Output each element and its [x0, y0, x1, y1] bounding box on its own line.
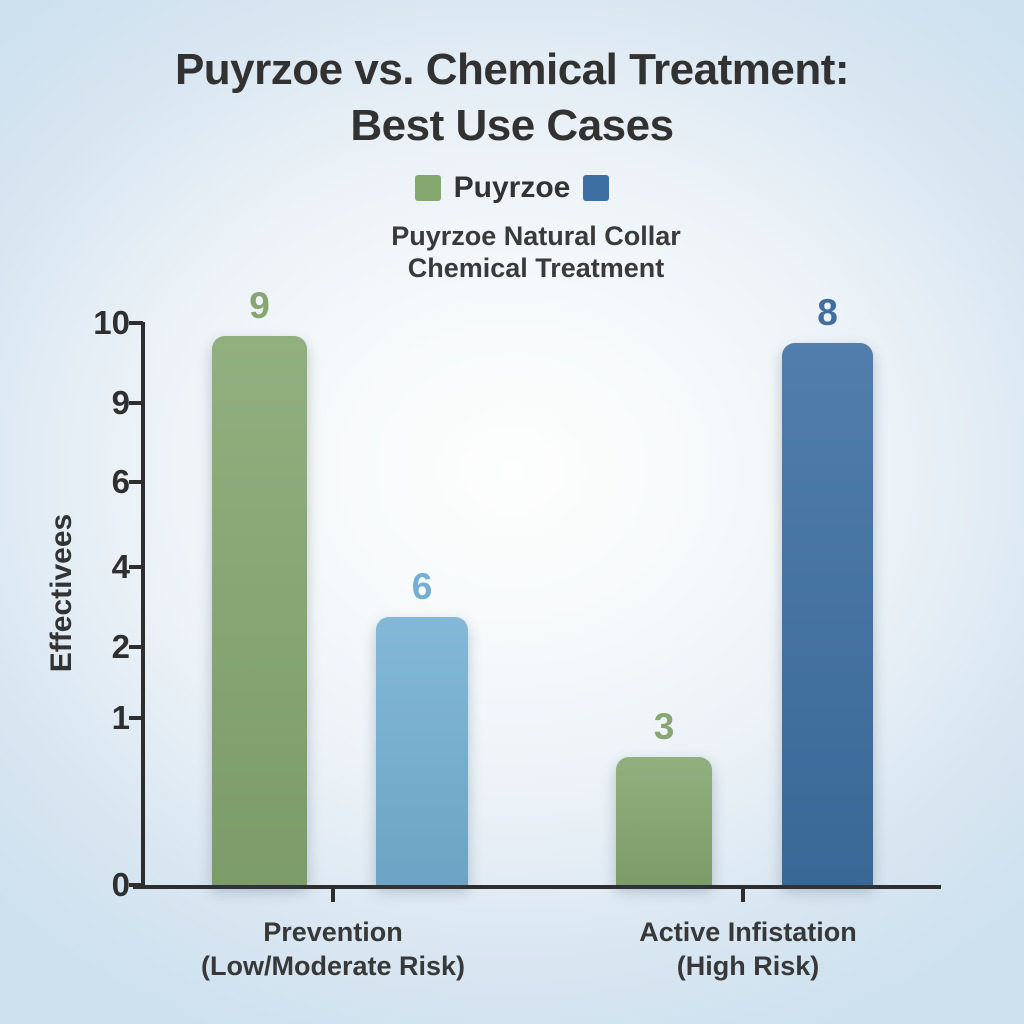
chart-title-line1: Puyrzoe vs. Chemical Treatment:: [174, 45, 850, 94]
bar-value-8: [782, 343, 873, 885]
y-tick-label-0: 0: [111, 866, 130, 903]
y-tick-mark: [129, 321, 143, 325]
bar-data-label: 6: [411, 566, 433, 607]
y-tick-label-10: 10: [93, 304, 130, 341]
legend-label: Puyrzoe: [453, 171, 571, 204]
subtitle-line2: Chemical Treatment: [407, 253, 665, 283]
bar-value-9: [212, 336, 307, 885]
y-tick-mark: [129, 645, 143, 649]
legend: Puyrzoe: [0, 171, 1024, 205]
bar-data-label: 9: [249, 285, 270, 326]
x-axis-line: [133, 885, 941, 889]
category-label-active-infistation: Active Infistation (High Risk): [639, 917, 857, 981]
subtitle-line1: Puyrzoe Natural Collar: [391, 221, 681, 251]
legend-swatch-chemical: [583, 175, 610, 201]
x-tick-mark: [741, 885, 745, 902]
y-tick-label-6: 6: [111, 463, 130, 500]
y-tick-mark: [129, 565, 143, 569]
y-tick-label-4: 4: [111, 548, 130, 585]
bar-data-label: 8: [817, 292, 838, 333]
y-tick-label-2: 2: [111, 628, 130, 665]
legend-swatch-puyrzoe: [414, 175, 441, 201]
x-tick-mark: [331, 885, 335, 902]
category-label-prevention: Prevention (Low/Moderate Risk): [200, 917, 466, 981]
y-tick-label-9: 9: [111, 384, 130, 421]
y-axis-line: [141, 322, 145, 889]
chart-subtitle: Puyrzoe Natural Collar Chemical Treatment: [24, 220, 1024, 284]
bar-data-label: 3: [653, 706, 675, 747]
y-tick-mark: [129, 401, 143, 405]
bar-value-6: [376, 617, 468, 885]
y-tick-mark: [129, 716, 143, 720]
y-tick-label-1: 1: [111, 699, 130, 736]
y-tick-mark: [129, 480, 143, 484]
chart-title: Puyrzoe vs. Chemical Treatment: Best Use …: [0, 42, 1024, 154]
chart-title-line2: Best Use Cases: [350, 101, 674, 150]
bar-value-3: [616, 757, 712, 885]
